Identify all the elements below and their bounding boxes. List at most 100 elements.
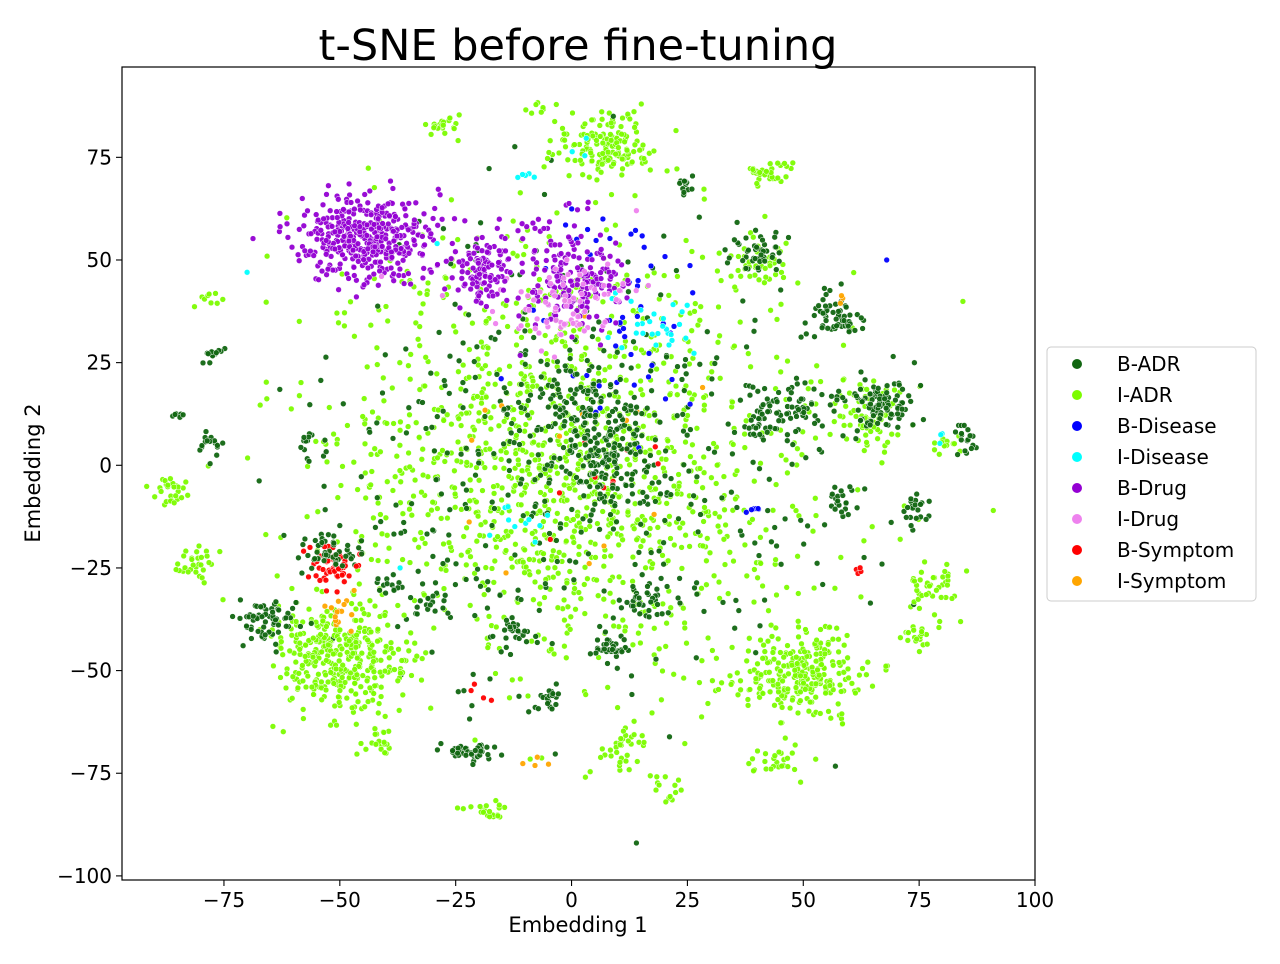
point-i-adr xyxy=(368,482,374,488)
point-b-drug xyxy=(575,240,581,246)
point-i-adr xyxy=(519,335,525,341)
point-i-adr xyxy=(408,630,414,636)
point-i-adr xyxy=(440,235,446,241)
point-i-adr xyxy=(823,690,829,696)
point-b-adr xyxy=(580,516,586,522)
point-b-drug xyxy=(428,231,434,237)
point-i-adr xyxy=(689,328,695,334)
point-b-adr xyxy=(722,247,728,253)
point-i-adr xyxy=(631,718,637,724)
point-i-adr xyxy=(340,662,346,668)
point-b-adr xyxy=(460,340,466,346)
point-i-adr xyxy=(475,513,481,519)
point-i-adr xyxy=(709,475,715,481)
point-i-adr xyxy=(725,591,731,597)
point-i-adr xyxy=(336,694,342,700)
point-b-drug xyxy=(464,261,470,267)
point-i-adr xyxy=(694,425,700,431)
point-b-adr xyxy=(508,430,514,436)
point-b-adr xyxy=(649,480,655,486)
point-b-adr xyxy=(652,412,658,418)
point-i-symptom xyxy=(838,300,844,306)
point-i-adr xyxy=(270,724,276,730)
point-i-adr xyxy=(204,553,210,559)
point-b-adr xyxy=(441,378,447,384)
point-i-adr xyxy=(550,548,556,554)
point-b-adr xyxy=(755,265,761,271)
point-i-adr xyxy=(369,557,375,563)
point-b-adr xyxy=(485,605,491,611)
point-b-adr xyxy=(630,471,636,477)
point-b-drug xyxy=(374,234,380,240)
point-b-adr xyxy=(384,581,390,587)
point-i-adr xyxy=(613,222,619,228)
point-i-adr xyxy=(715,268,721,274)
point-i-adr xyxy=(384,559,390,565)
point-i-adr xyxy=(264,396,270,402)
point-i-adr xyxy=(602,554,608,560)
point-i-adr xyxy=(664,620,670,626)
point-i-adr xyxy=(467,477,473,483)
point-b-drug xyxy=(532,248,538,254)
point-i-adr xyxy=(763,527,769,533)
point-i-adr xyxy=(396,646,402,652)
point-b-adr xyxy=(501,406,507,412)
point-i-adr xyxy=(527,756,533,762)
point-i-adr xyxy=(537,601,543,607)
point-b-drug xyxy=(459,276,465,282)
point-b-drug xyxy=(348,200,354,206)
point-i-adr xyxy=(702,402,708,408)
point-i-adr xyxy=(697,317,703,323)
point-i-adr xyxy=(770,678,776,684)
point-i-disease xyxy=(619,345,625,351)
point-b-drug xyxy=(572,223,578,229)
point-b-adr xyxy=(862,377,868,383)
point-i-adr xyxy=(626,767,632,773)
point-b-drug xyxy=(334,209,340,215)
point-i-adr xyxy=(813,513,819,519)
point-i-drug xyxy=(634,208,640,214)
point-b-adr xyxy=(655,602,661,608)
point-i-adr xyxy=(483,803,489,809)
point-i-adr xyxy=(513,451,519,457)
point-b-drug xyxy=(558,251,564,257)
point-b-drug xyxy=(420,275,426,281)
point-i-adr xyxy=(517,676,523,682)
point-b-adr xyxy=(615,399,621,405)
point-i-adr xyxy=(503,450,509,456)
point-b-adr xyxy=(435,747,441,753)
point-i-adr xyxy=(477,533,483,539)
point-i-disease xyxy=(647,319,653,325)
point-i-adr xyxy=(869,524,875,530)
point-b-adr xyxy=(455,689,461,695)
point-b-adr xyxy=(683,357,689,363)
point-b-adr xyxy=(746,247,752,253)
point-i-adr xyxy=(522,547,528,553)
point-i-adr xyxy=(621,728,627,734)
point-i-adr xyxy=(611,161,617,167)
point-i-adr xyxy=(339,646,345,652)
point-i-adr xyxy=(179,495,185,501)
point-b-adr xyxy=(348,556,354,562)
point-b-adr xyxy=(638,521,644,527)
point-i-adr xyxy=(750,517,756,523)
point-b-adr xyxy=(595,484,601,490)
point-b-drug xyxy=(277,224,283,230)
point-i-adr xyxy=(491,404,497,410)
point-b-adr xyxy=(293,600,299,606)
point-b-adr xyxy=(491,451,497,457)
point-i-adr xyxy=(353,529,359,535)
point-b-adr xyxy=(489,499,495,505)
point-i-adr xyxy=(458,552,464,558)
point-i-adr xyxy=(328,722,334,728)
point-b-adr xyxy=(333,552,339,558)
point-b-adr xyxy=(204,438,210,444)
point-i-adr xyxy=(455,138,461,144)
point-b-adr xyxy=(798,334,804,340)
point-i-adr xyxy=(406,648,412,654)
point-i-adr xyxy=(555,570,561,576)
point-b-disease xyxy=(593,238,599,244)
point-i-adr xyxy=(488,426,494,432)
point-b-adr xyxy=(300,542,306,548)
